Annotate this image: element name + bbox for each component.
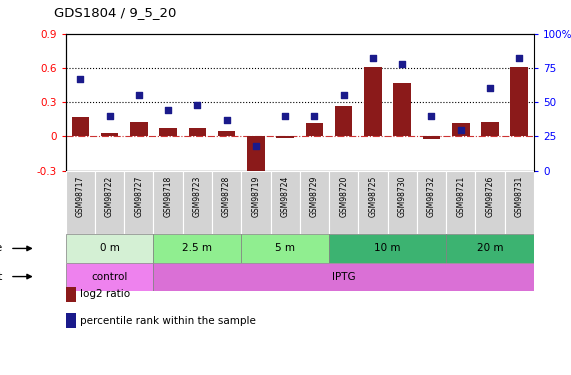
Bar [66, 262, 154, 291]
Bar [241, 234, 329, 262]
Text: 5 m: 5 m [275, 243, 295, 254]
Point [485, 86, 494, 92]
Text: GSM98718: GSM98718 [163, 176, 172, 217]
Bar [271, 171, 300, 234]
Bar [241, 171, 271, 234]
Bar [130, 122, 147, 136]
Bar [505, 171, 534, 234]
Bar [95, 171, 124, 234]
Bar [329, 171, 359, 234]
Text: time: time [0, 243, 3, 254]
Text: GDS1804 / 9_5_20: GDS1804 / 9_5_20 [54, 6, 176, 19]
Text: GSM98719: GSM98719 [251, 176, 260, 217]
Bar [481, 122, 499, 136]
Point [339, 92, 348, 98]
Bar [364, 67, 381, 136]
Text: GSM98728: GSM98728 [222, 176, 231, 217]
Text: 20 m: 20 m [477, 243, 503, 254]
Text: 10 m: 10 m [375, 243, 401, 254]
Point [163, 107, 172, 113]
Point [251, 143, 260, 149]
Text: GSM98729: GSM98729 [310, 176, 319, 217]
Bar [154, 171, 183, 234]
Bar [66, 234, 154, 262]
Bar [154, 234, 241, 262]
Bar [452, 123, 469, 136]
Bar [475, 171, 505, 234]
Bar [446, 171, 475, 234]
Text: GSM98731: GSM98731 [514, 176, 524, 217]
Text: GSM98721: GSM98721 [456, 176, 465, 217]
Point [105, 113, 114, 119]
Bar [335, 106, 352, 136]
Bar [329, 234, 446, 262]
Text: GSM98723: GSM98723 [193, 176, 202, 217]
Text: agent: agent [0, 272, 3, 282]
Bar [276, 136, 294, 138]
Text: 0 m: 0 m [99, 243, 119, 254]
Text: GSM98717: GSM98717 [76, 176, 85, 217]
Point [134, 92, 143, 98]
Text: IPTG: IPTG [332, 272, 356, 282]
Text: GSM98726: GSM98726 [485, 176, 494, 217]
Bar [446, 234, 534, 262]
Text: GSM98724: GSM98724 [280, 176, 289, 217]
Bar [212, 171, 241, 234]
Bar [100, 133, 118, 136]
Bar [388, 171, 417, 234]
Text: GSM98732: GSM98732 [427, 176, 436, 217]
Bar [300, 171, 329, 234]
Text: GSM98730: GSM98730 [397, 176, 407, 217]
Point [222, 117, 231, 123]
Bar [218, 131, 235, 136]
Bar [359, 171, 388, 234]
Bar [417, 171, 446, 234]
Text: GSM98722: GSM98722 [105, 176, 114, 217]
Point [76, 76, 85, 82]
Text: 2.5 m: 2.5 m [182, 243, 212, 254]
Bar [71, 117, 89, 136]
Point [193, 102, 202, 108]
Bar [124, 171, 154, 234]
Text: GSM98727: GSM98727 [134, 176, 143, 217]
Text: percentile rank within the sample: percentile rank within the sample [80, 316, 256, 326]
Point [310, 113, 319, 119]
Bar [154, 262, 534, 291]
Text: GSM98725: GSM98725 [368, 176, 377, 217]
Point [514, 56, 524, 62]
Text: log2 ratio: log2 ratio [80, 290, 130, 299]
Bar [247, 136, 265, 173]
Point [397, 61, 407, 67]
Point [427, 113, 436, 119]
Bar [188, 128, 206, 136]
Bar [393, 83, 411, 136]
Bar [423, 136, 440, 139]
Text: GSM98720: GSM98720 [339, 176, 348, 217]
Bar [183, 171, 212, 234]
Bar [159, 128, 177, 136]
Text: control: control [91, 272, 128, 282]
Bar [510, 67, 528, 136]
Bar [66, 171, 95, 234]
Point [456, 127, 465, 133]
Bar [305, 123, 323, 136]
Point [280, 113, 289, 119]
Point [368, 56, 377, 62]
